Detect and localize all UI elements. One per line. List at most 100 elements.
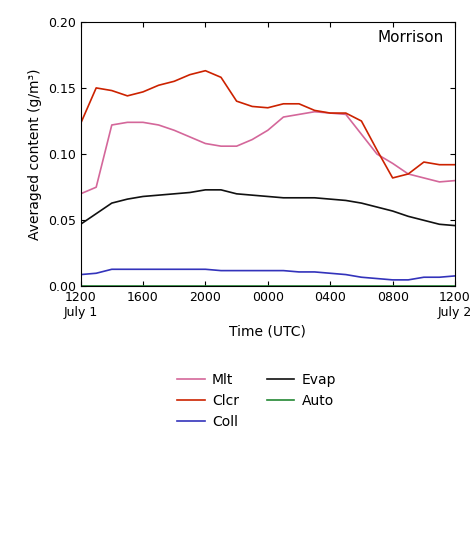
Mlt (78, 191, 83, 197)
Clcr (265, 104, 271, 111)
X-axis label: Time (UTC): Time (UTC) (229, 325, 306, 339)
Evap (281, 194, 286, 201)
Auto (437, 283, 442, 290)
Auto (343, 283, 349, 290)
Coll (140, 266, 146, 273)
Evap (296, 194, 302, 201)
Clcr (109, 87, 115, 94)
Evap (249, 192, 255, 198)
Evap (78, 221, 83, 228)
Evap (452, 222, 458, 229)
Auto (452, 283, 458, 290)
Auto (281, 283, 286, 290)
Mlt (156, 122, 162, 128)
Auto (125, 283, 130, 290)
Mlt (218, 143, 224, 149)
Coll (234, 267, 239, 274)
Mlt (343, 111, 349, 118)
Coll (265, 267, 271, 274)
Auto (218, 283, 224, 290)
Mlt (234, 143, 239, 149)
Clcr (421, 159, 427, 165)
Evap (156, 192, 162, 198)
Clcr (218, 74, 224, 80)
Coll (437, 274, 442, 281)
Coll (452, 273, 458, 279)
Evap (265, 193, 271, 200)
Evap (234, 191, 239, 197)
Mlt (187, 134, 192, 140)
Clcr (93, 85, 99, 91)
Line: Mlt: Mlt (81, 112, 455, 194)
Clcr (328, 110, 333, 116)
Y-axis label: Averaged content (g/m³): Averaged content (g/m³) (28, 68, 42, 240)
Clcr (202, 67, 208, 74)
Auto (93, 283, 99, 290)
Evap (312, 194, 318, 201)
Mlt (125, 119, 130, 125)
Clcr (296, 100, 302, 107)
Auto (374, 283, 380, 290)
Mlt (421, 175, 427, 181)
Coll (78, 272, 83, 278)
Evap (125, 196, 130, 203)
Text: Morrison: Morrison (378, 30, 444, 45)
Coll (312, 269, 318, 275)
Coll (202, 266, 208, 273)
Auto (312, 283, 318, 290)
Mlt (452, 178, 458, 184)
Evap (390, 208, 395, 214)
Clcr (125, 93, 130, 99)
Line: Evap: Evap (81, 190, 455, 225)
Coll (358, 274, 364, 281)
Clcr (374, 147, 380, 153)
Evap (358, 200, 364, 206)
Coll (421, 274, 427, 281)
Mlt (374, 151, 380, 157)
Auto (109, 283, 115, 290)
Mlt (390, 160, 395, 167)
Coll (296, 269, 302, 275)
Evap (202, 187, 208, 193)
Mlt (249, 136, 255, 143)
Clcr (343, 110, 349, 116)
Clcr (249, 103, 255, 110)
Coll (281, 267, 286, 274)
Mlt (93, 184, 99, 191)
Mlt (405, 171, 411, 177)
Line: Clcr: Clcr (81, 71, 455, 178)
Coll (374, 275, 380, 282)
Evap (343, 197, 349, 204)
Auto (202, 283, 208, 290)
Coll (218, 267, 224, 274)
Coll (405, 276, 411, 283)
Evap (405, 213, 411, 219)
Auto (390, 283, 395, 290)
Auto (265, 283, 271, 290)
Evap (421, 217, 427, 224)
Coll (343, 272, 349, 278)
Evap (140, 193, 146, 200)
Mlt (312, 109, 318, 115)
Clcr (405, 171, 411, 177)
Coll (109, 266, 115, 273)
Evap (93, 211, 99, 217)
Clcr (187, 72, 192, 78)
Evap (437, 221, 442, 228)
Clcr (452, 161, 458, 168)
Evap (187, 190, 192, 196)
Evap (374, 204, 380, 210)
Line: Coll: Coll (81, 269, 455, 280)
Clcr (140, 89, 146, 95)
Mlt (140, 119, 146, 125)
Auto (358, 283, 364, 290)
Mlt (281, 114, 286, 121)
Clcr (171, 78, 177, 85)
Auto (78, 283, 83, 290)
Auto (140, 283, 146, 290)
Clcr (234, 98, 239, 104)
Clcr (156, 82, 162, 89)
Mlt (265, 127, 271, 134)
Auto (187, 283, 192, 290)
Mlt (328, 110, 333, 116)
